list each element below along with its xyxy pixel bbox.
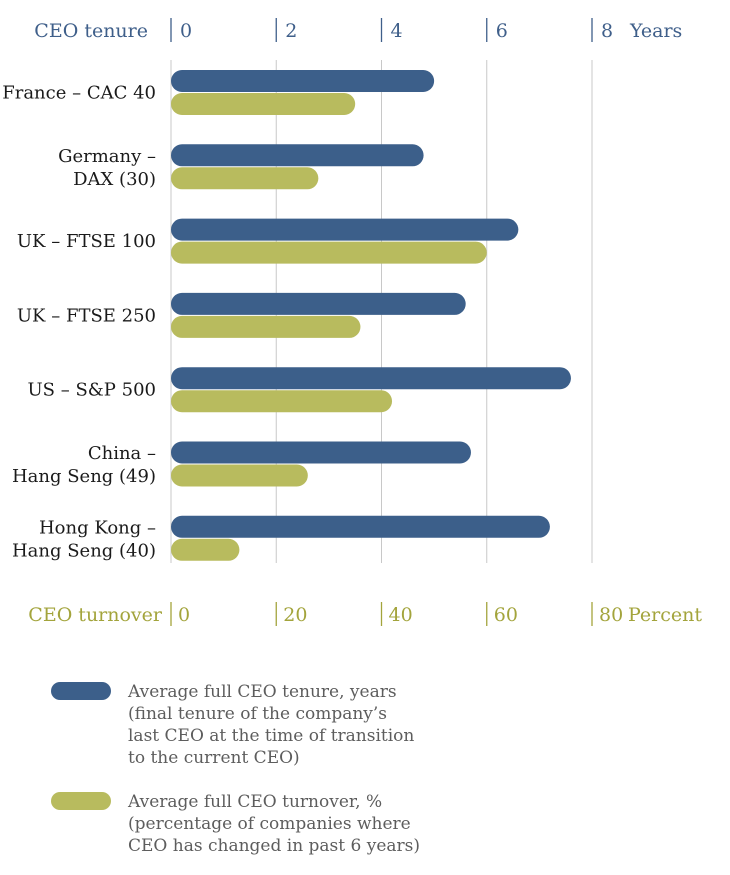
bar-tenure [171,144,424,167]
category-label: Hang Seng (49) [12,466,156,487]
legend-text: (percentage of companies where [128,814,411,834]
category-label: Hang Seng (40) [12,540,156,561]
category-labels: France – CAC 40 Germany –DAX (30) UK – FTS… [2,83,156,562]
bottom-axis-title: CEO turnover [28,604,163,626]
bars [171,70,571,561]
bottom-tick-label: 80 [599,604,623,626]
legend-text: (final tenure of the company’s [128,704,387,724]
top-axis-unit: Years [629,20,682,42]
legend-text: Average full CEO tenure, years [127,682,397,702]
category-label: UK – FTSE 250 [17,305,156,326]
bar-turnover [171,315,361,338]
category-label: DAX (30) [73,169,156,190]
top-tick-label: 8 [601,20,613,42]
bottom-axis-unit: Percent [628,604,702,626]
top-axis: CEO tenure 0 2 4 6 8 Years [34,18,682,42]
category-label: US – S&P 500 [28,380,157,401]
bar-tenure [171,515,550,538]
legend-swatch-turnover [51,792,111,810]
bar-tenure [171,292,466,315]
bottom-tick-label: 40 [389,604,413,626]
bar-tenure [171,441,471,464]
legend-text: to the current CEO) [128,748,300,768]
legend-text: last CEO at the time of transition [128,726,414,746]
category-label: France – CAC 40 [2,83,156,104]
bar-turnover [171,464,308,487]
bar-turnover [171,167,319,190]
top-tick-label: 6 [496,20,508,42]
legend-swatch-tenure [51,682,111,700]
category-label: China – [88,443,156,464]
category-label: Germany – [58,146,156,167]
top-tick-label: 2 [285,20,297,42]
legend-text: Average full CEO turnover, % [127,792,382,812]
legend-text: CEO has changed in past 6 years) [128,836,420,856]
bar-tenure [171,367,571,390]
category-label: UK – FTSE 100 [17,231,156,252]
legend: Average full CEO tenure, years(final ten… [51,682,420,856]
bar-tenure [171,70,435,92]
bar-turnover [171,93,356,115]
bar-turnover [171,241,487,264]
bottom-tick-label: 20 [283,604,307,626]
bottom-axis: CEO turnover 0 20 40 60 80 Percent [28,602,702,626]
bar-tenure [171,218,519,241]
top-tick-label: 4 [391,20,403,42]
bottom-tick-label: 60 [494,604,518,626]
bar-turnover [171,390,393,413]
top-tick-label: 0 [180,20,192,42]
bottom-tick-label: 0 [178,604,190,626]
bar-turnover [171,538,240,561]
top-axis-title: CEO tenure [34,20,148,42]
category-label: Hong Kong – [39,517,156,538]
